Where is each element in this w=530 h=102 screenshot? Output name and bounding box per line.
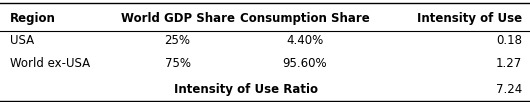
Text: World ex-USA: World ex-USA — [10, 57, 90, 70]
Text: Region: Region — [10, 12, 56, 25]
Text: World GDP Share: World GDP Share — [120, 12, 235, 25]
Text: 7.24: 7.24 — [496, 83, 522, 96]
Text: 1.27: 1.27 — [496, 57, 522, 70]
Text: 0.18: 0.18 — [496, 34, 522, 47]
Text: 75%: 75% — [164, 57, 191, 70]
Text: Intensity of Use: Intensity of Use — [417, 12, 522, 25]
Text: 95.60%: 95.60% — [282, 57, 327, 70]
Text: Consumption Share: Consumption Share — [240, 12, 369, 25]
Text: 4.40%: 4.40% — [286, 34, 323, 47]
Text: 25%: 25% — [164, 34, 191, 47]
Text: USA: USA — [10, 34, 34, 47]
Text: Intensity of Use Ratio: Intensity of Use Ratio — [174, 83, 318, 96]
